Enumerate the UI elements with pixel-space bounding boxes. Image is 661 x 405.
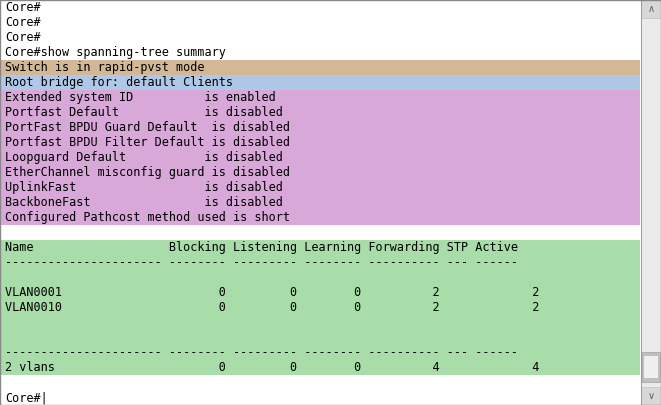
Text: ---------------------- -------- --------- -------- ---------- --- ------: ---------------------- -------- --------… xyxy=(5,346,518,359)
Bar xyxy=(0,285,640,300)
Text: Name                   Blocking Listening Learning Forwarding STP Active: Name Blocking Listening Learning Forward… xyxy=(5,241,518,254)
Text: Core#show spanning-tree summary: Core#show spanning-tree summary xyxy=(5,46,226,59)
Text: 2 vlans                       0         0        0          4             4: 2 vlans 0 0 0 4 4 xyxy=(5,361,539,374)
Bar xyxy=(0,210,640,225)
Text: Root bridge for: default Clients: Root bridge for: default Clients xyxy=(5,76,233,89)
Text: Extended system ID          is enabled: Extended system ID is enabled xyxy=(5,91,276,104)
Text: Core#|: Core#| xyxy=(5,391,48,404)
Text: ∧: ∧ xyxy=(647,4,654,14)
Bar xyxy=(0,195,640,210)
Bar xyxy=(644,356,658,378)
Text: Portfast BPDU Filter Default is disabled: Portfast BPDU Filter Default is disabled xyxy=(5,136,290,149)
Text: Core#: Core# xyxy=(5,1,40,14)
Bar xyxy=(641,0,661,18)
Text: Portfast Default            is disabled: Portfast Default is disabled xyxy=(5,106,283,119)
Bar xyxy=(0,60,640,75)
Bar xyxy=(0,360,640,375)
Text: Configured Pathcost method used is short: Configured Pathcost method used is short xyxy=(5,211,290,224)
Bar xyxy=(0,120,640,135)
Text: Core#: Core# xyxy=(5,31,40,44)
Bar xyxy=(0,255,640,270)
Bar xyxy=(641,0,661,405)
Text: BackboneFast                is disabled: BackboneFast is disabled xyxy=(5,196,283,209)
Text: EtherChannel misconfig guard is disabled: EtherChannel misconfig guard is disabled xyxy=(5,166,290,179)
Bar xyxy=(0,315,640,330)
Bar xyxy=(0,75,640,90)
Text: Core#: Core# xyxy=(5,16,40,29)
Bar xyxy=(0,330,640,345)
Text: Loopguard Default           is disabled: Loopguard Default is disabled xyxy=(5,151,283,164)
Bar xyxy=(0,90,640,105)
Text: VLAN0010                      0         0        0          2             2: VLAN0010 0 0 0 2 2 xyxy=(5,301,539,314)
Text: ∨: ∨ xyxy=(647,391,654,401)
Bar xyxy=(0,135,640,150)
Text: VLAN0001                      0         0        0          2             2: VLAN0001 0 0 0 2 2 xyxy=(5,286,539,299)
Bar xyxy=(0,300,640,315)
Text: PortFast BPDU Guard Default  is disabled: PortFast BPDU Guard Default is disabled xyxy=(5,121,290,134)
Bar xyxy=(641,387,661,405)
Bar xyxy=(0,165,640,180)
Bar xyxy=(0,240,640,255)
Text: UplinkFast                  is disabled: UplinkFast is disabled xyxy=(5,181,283,194)
Bar xyxy=(0,345,640,360)
Bar xyxy=(0,270,640,285)
Bar xyxy=(0,105,640,120)
Bar xyxy=(0,150,640,165)
Text: ---------------------- -------- --------- -------- ---------- --- ------: ---------------------- -------- --------… xyxy=(5,256,518,269)
Bar xyxy=(0,180,640,195)
Text: Switch is in rapid-pvst mode: Switch is in rapid-pvst mode xyxy=(5,61,204,74)
Bar xyxy=(642,352,660,382)
